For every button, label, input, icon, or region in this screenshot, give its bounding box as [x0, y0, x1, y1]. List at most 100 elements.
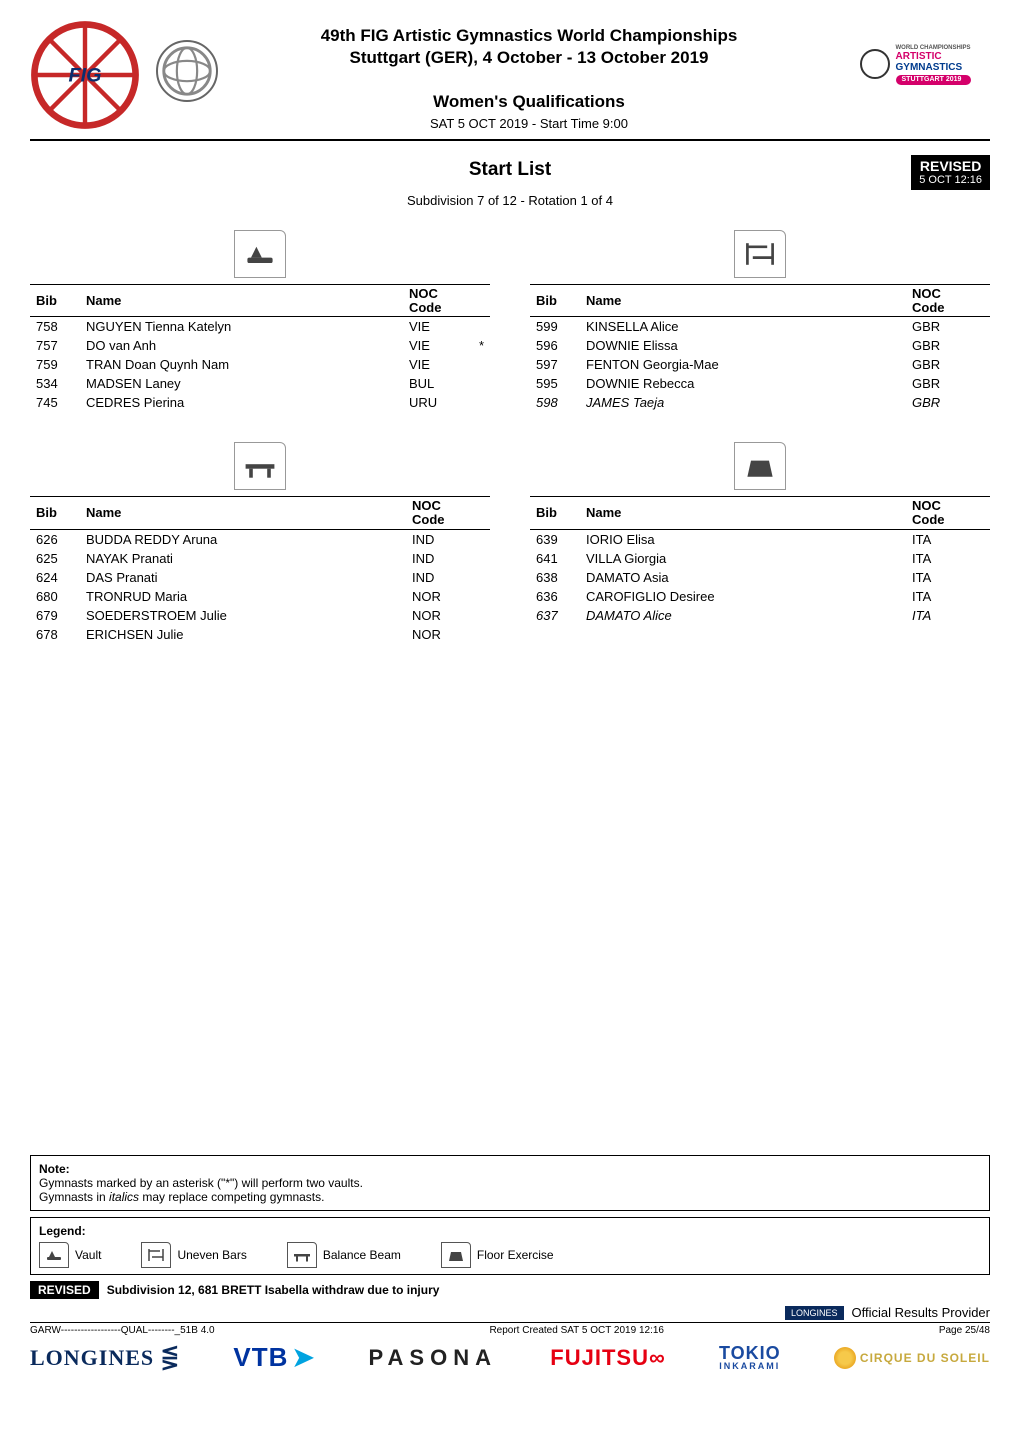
revised-badge-label: REVISED — [919, 159, 982, 174]
floor-icon — [441, 1242, 471, 1268]
cell-bib: 757 — [30, 336, 80, 355]
cell-name: KINSELLA Alice — [580, 317, 906, 337]
beam-icon — [234, 442, 286, 490]
cell-bib: 638 — [530, 568, 580, 587]
col-name: Name — [580, 285, 906, 317]
cell-name: FENTON Georgia-Mae — [580, 355, 906, 374]
section-title: Women's Qualifications — [234, 92, 824, 112]
legend-bars: Uneven Bars — [141, 1242, 246, 1268]
legend-row: Vault Uneven Bars Balance Beam Floor Exe… — [39, 1242, 981, 1268]
cell-star — [476, 568, 490, 587]
cell-name: TRONRUD Maria — [80, 587, 406, 606]
bars-table: BibNameNOCCode599KINSELLA AliceGBR596DOW… — [530, 284, 990, 412]
table-row: 534MADSEN LaneyBUL — [30, 374, 490, 393]
table-row: 638DAMATO AsiaITA — [530, 568, 990, 587]
cell-bib: 596 — [530, 336, 580, 355]
table-row: 598JAMES TaejaGBR — [530, 393, 990, 412]
cell-bib: 759 — [30, 355, 80, 374]
floor-block: BibNameNOCCode639IORIO ElisaITA641VILLA … — [530, 442, 990, 624]
cell-noc: VIE — [403, 336, 473, 355]
col-noc: NOCCode — [403, 285, 473, 317]
cell-noc: IND — [406, 549, 476, 568]
footer-center: Report Created SAT 5 OCT 2019 12:16 — [489, 1325, 664, 1336]
header-center: 49th FIG Artistic Gymnastics World Champ… — [234, 20, 824, 131]
cell-bib: 678 — [30, 625, 80, 644]
cell-name: JAMES Taeja — [580, 393, 906, 412]
legend-bars-label: Uneven Bars — [177, 1248, 246, 1262]
cell-star — [976, 393, 990, 412]
table-row: 758NGUYEN Tienna KatelynVIE — [30, 317, 490, 337]
cell-noc: ITA — [906, 587, 976, 606]
provider-row: LONGINES Official Results Provider — [30, 1305, 990, 1320]
revised-bar: REVISED Subdivision 12, 681 BRETT Isabel… — [30, 1281, 990, 1299]
right-column: BibNameNOCCode599KINSELLA AliceGBR596DOW… — [530, 230, 990, 674]
col-name: Name — [580, 497, 906, 529]
footer-meta: GARW------------------QUAL--------_51B 4… — [30, 1322, 990, 1336]
sponsor-longines: LONGINES ⋚ — [30, 1345, 180, 1371]
cirque-sun-icon — [834, 1347, 856, 1369]
col-bib: Bib — [30, 497, 80, 529]
cell-name: CEDRES Pierina — [80, 393, 403, 412]
footer-left: GARW------------------QUAL--------_51B 4… — [30, 1325, 215, 1336]
cell-star — [476, 529, 490, 549]
cell-name: NGUYEN Tienna Katelyn — [80, 317, 403, 337]
cell-bib: 679 — [30, 606, 80, 625]
cell-noc: GBR — [906, 355, 976, 374]
cell-noc: GBR — [906, 374, 976, 393]
note-box: Note: Gymnasts marked by an asterisk ("*… — [30, 1155, 990, 1211]
cell-noc: GBR — [906, 336, 976, 355]
event-subtitle: Stuttgart (GER), 4 October - 13 October … — [234, 48, 824, 68]
col-star — [473, 285, 490, 317]
longines-chip: LONGINES — [785, 1306, 844, 1320]
sponsor-pasona: PASONA — [368, 1345, 497, 1371]
event-title: 49th FIG Artistic Gymnastics World Champ… — [234, 26, 824, 46]
note-line-2: Gymnasts in italics may replace competin… — [39, 1190, 981, 1204]
brand-dot-icon — [860, 49, 890, 79]
vtb-wing-icon: ➤ — [292, 1342, 315, 1373]
table-row: 759TRAN Doan Quynh NamVIE — [30, 355, 490, 374]
table-row: 641VILLA GiorgiaITA — [530, 549, 990, 568]
bottom-region: Note: Gymnasts marked by an asterisk ("*… — [30, 1155, 990, 1373]
beam-icon — [287, 1242, 317, 1268]
cell-bib: 534 — [30, 374, 80, 393]
col-bib: Bib — [530, 285, 580, 317]
cell-bib: 636 — [530, 587, 580, 606]
table-row: 636CAROFIGLIO DesireeITA — [530, 587, 990, 606]
sponsor-cirque: CIRQUE DU SOLEIL — [834, 1347, 990, 1369]
table-row: 745CEDRES PierinaURU — [30, 393, 490, 412]
fujitsu-infinity-icon: ∞ — [649, 1345, 666, 1370]
legend-title: Legend: — [39, 1224, 981, 1238]
revised-bar-text: Subdivision 12, 681 BRETT Isabella withd… — [107, 1283, 440, 1297]
table-row: 757DO van AnhVIE* — [30, 336, 490, 355]
cell-star — [976, 529, 990, 549]
table-row: 595DOWNIE RebeccaGBR — [530, 374, 990, 393]
table-row: 626BUDDA REDDY ArunaIND — [30, 529, 490, 549]
col-name: Name — [80, 285, 403, 317]
cell-name: NAYAK Pranati — [80, 549, 406, 568]
cell-star — [976, 317, 990, 337]
revised-badge: REVISED 5 OCT 12:16 — [911, 155, 990, 190]
col-noc: NOCCode — [906, 497, 976, 529]
cell-noc: GBR — [906, 393, 976, 412]
beam-block: BibNameNOCCode626BUDDA REDDY ArunaIND625… — [30, 442, 490, 643]
note-line-1: Gymnasts marked by an asterisk ("*") wil… — [39, 1176, 981, 1190]
cell-star — [976, 336, 990, 355]
cell-name: DAMATO Alice — [580, 606, 906, 625]
cell-noc: VIE — [403, 317, 473, 337]
svg-text:FIG: FIG — [69, 65, 102, 87]
table-row: 639IORIO ElisaITA — [530, 529, 990, 549]
cell-bib: 598 — [530, 393, 580, 412]
vault-block: BibNameNOCCode758NGUYEN Tienna KatelynVI… — [30, 230, 490, 412]
cell-noc: ITA — [906, 568, 976, 587]
col-star — [476, 497, 490, 529]
table-row: 679SOEDERSTROEM JulieNOR — [30, 606, 490, 625]
bars-block: BibNameNOCCode599KINSELLA AliceGBR596DOW… — [530, 230, 990, 412]
footer-right: Page 25/48 — [939, 1325, 990, 1336]
cell-noc: ITA — [906, 549, 976, 568]
fig-logo: FIG — [30, 20, 140, 130]
cell-name: MADSEN Laney — [80, 374, 403, 393]
table-row: 597FENTON Georgia-MaeGBR — [530, 355, 990, 374]
note-title: Note: — [39, 1162, 981, 1176]
legend-beam: Balance Beam — [287, 1242, 401, 1268]
cell-star — [473, 374, 490, 393]
